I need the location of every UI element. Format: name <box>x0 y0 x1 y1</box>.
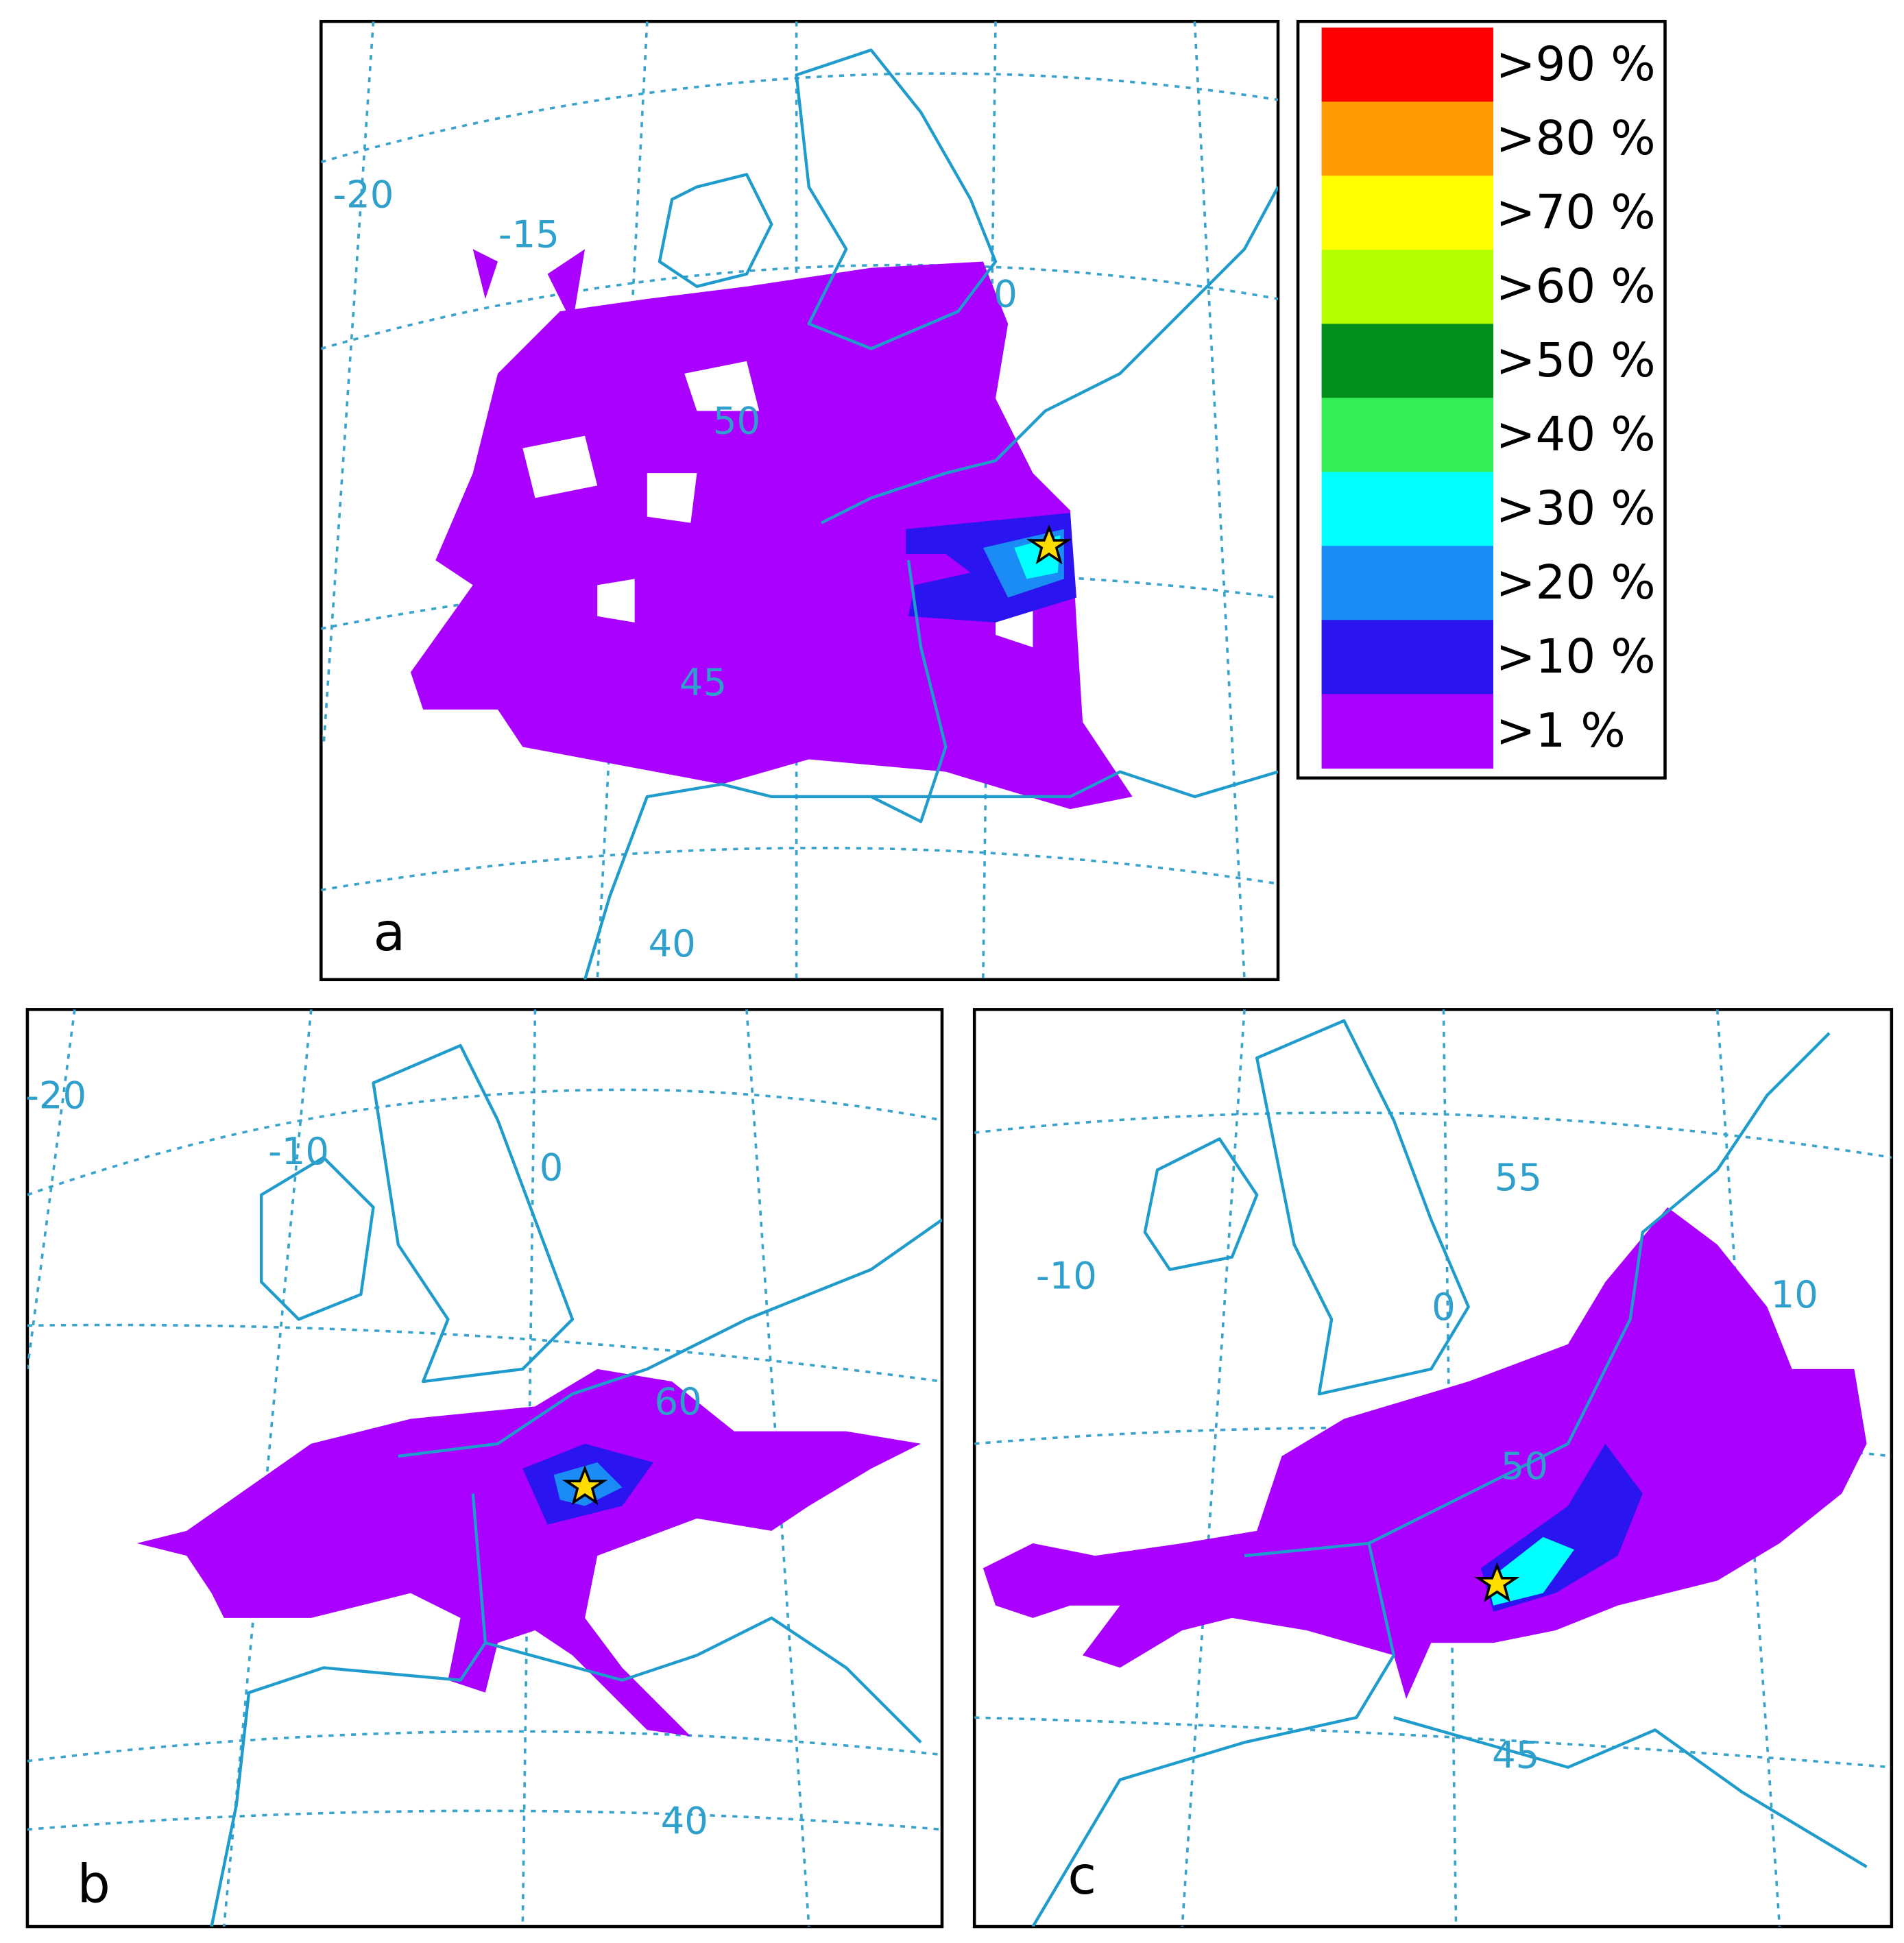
probability-area <box>410 249 1133 810</box>
graticule-label: -10 <box>268 1129 329 1173</box>
map-a <box>321 21 1279 980</box>
legend-swatch <box>1321 620 1494 695</box>
map-b <box>27 1009 942 1927</box>
legend-label: >50 % <box>1496 333 1656 388</box>
graticule-label: 10 <box>1771 1272 1818 1316</box>
legend-swatch <box>1321 101 1494 177</box>
graticule-label: 45 <box>1492 1733 1539 1776</box>
graticule-label: 0 <box>540 1146 564 1190</box>
probability-area <box>983 1207 1867 1699</box>
legend-swatch <box>1321 472 1494 547</box>
graticule-label: 40 <box>661 1799 708 1843</box>
graticule-label: -10 <box>1036 1254 1097 1298</box>
graticule-label: 40 <box>648 921 695 965</box>
legend-label: >1 % <box>1496 703 1626 758</box>
legend-label: >70 % <box>1496 185 1656 240</box>
graticule-label: 50 <box>713 399 760 443</box>
legend-label: >60 % <box>1496 259 1656 314</box>
map-c <box>974 1009 1892 1927</box>
graticule-label: -20 <box>333 172 394 216</box>
legend-swatch <box>1321 694 1494 769</box>
legend-label: >90 % <box>1496 37 1656 92</box>
legend-swatch <box>1321 27 1494 103</box>
graticule-label: 0 <box>1432 1285 1456 1329</box>
legend-label: >40 % <box>1496 407 1656 462</box>
legend-label: >20 % <box>1496 555 1656 610</box>
contour-30 <box>1486 1536 1575 1606</box>
panel-label: b <box>77 1854 110 1915</box>
legend-swatch <box>1321 250 1494 325</box>
graticule-label: 45 <box>679 660 727 704</box>
legend-swatch <box>1321 398 1494 473</box>
graticule-label: 50 <box>1501 1444 1548 1488</box>
legend-swatch <box>1321 176 1494 251</box>
graticule-label: 55 <box>1495 1155 1542 1199</box>
source-star <box>562 1465 608 1506</box>
legend-label: >80 % <box>1496 111 1656 166</box>
graticule-label: 60 <box>655 1379 702 1423</box>
graticule-label: -15 <box>498 212 559 256</box>
graticule-label: 0 <box>993 271 1017 315</box>
source-star <box>1026 524 1072 565</box>
labels: a -20 -15 0 50 45 40 b -20 -10 0 60 40 c 55 10 0 -10 50 45 <box>25 172 1818 1914</box>
graticule-label: -20 <box>25 1073 86 1117</box>
panel-label: a <box>374 902 406 963</box>
legend-swatch <box>1321 324 1494 399</box>
legend-label: >30 % <box>1496 481 1656 536</box>
legend-label: >10 % <box>1496 629 1656 684</box>
panel-label: c <box>1068 1845 1096 1906</box>
legend-swatch <box>1321 546 1494 621</box>
source-star <box>1474 1562 1520 1602</box>
probability-area <box>136 1368 921 1737</box>
legend: >90 % >80 % >70 % >60 % >50 % >40 % >30 % >20 %… <box>1321 27 1656 769</box>
